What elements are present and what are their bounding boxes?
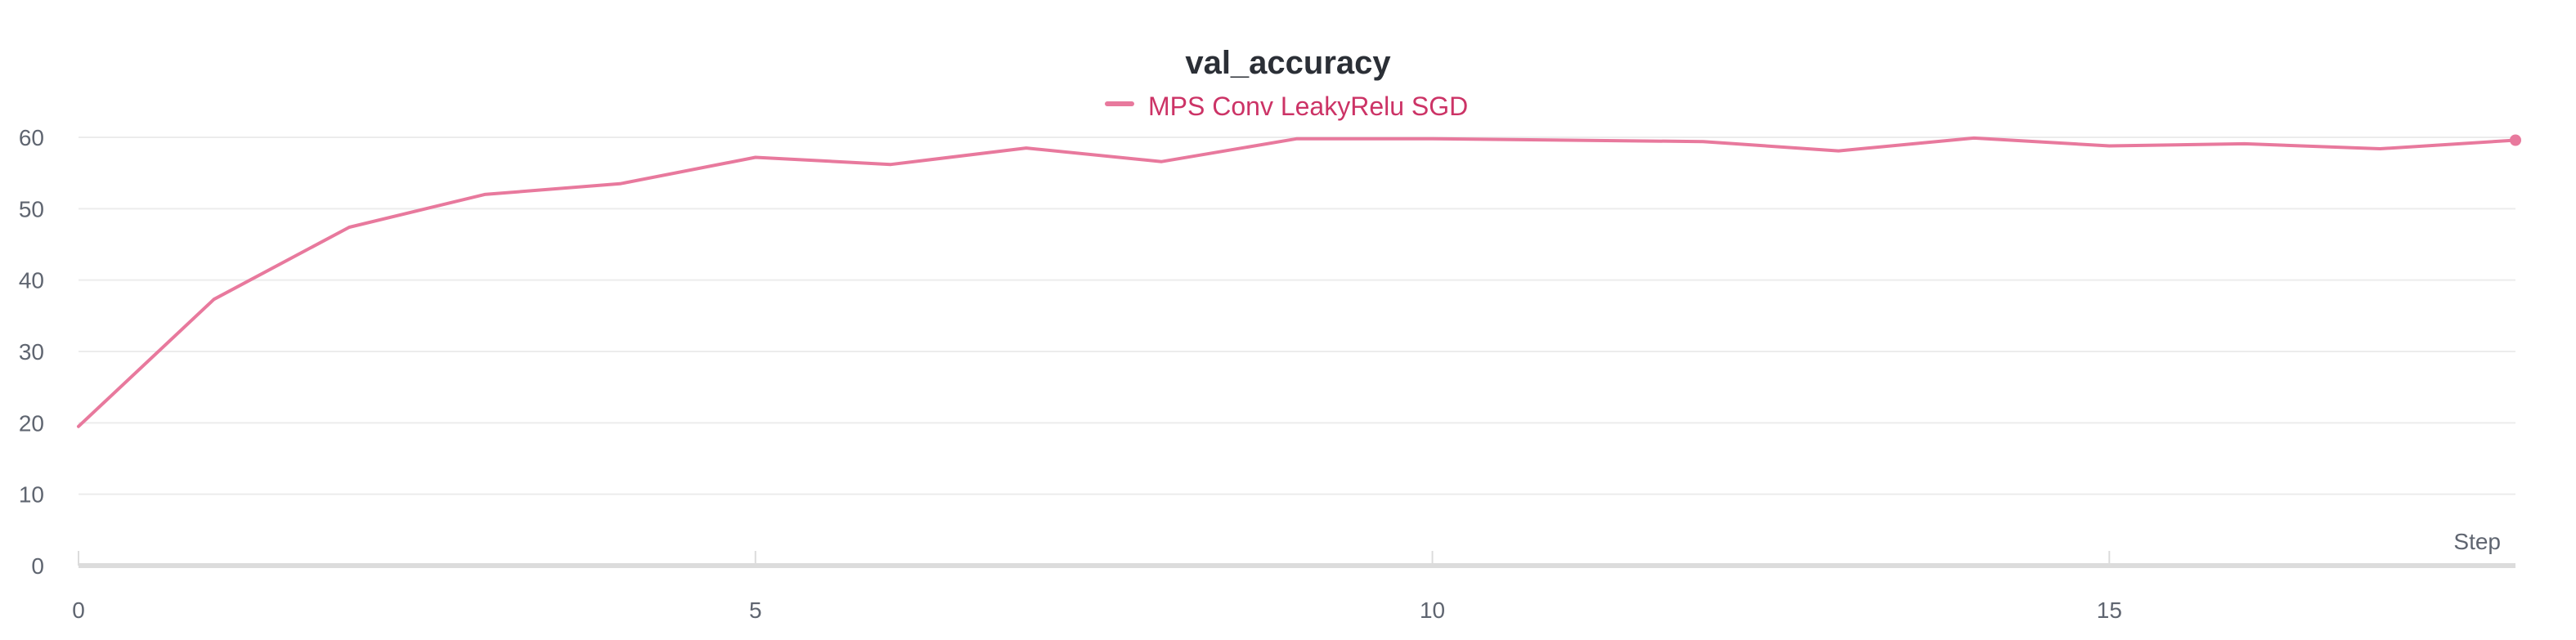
legend-label: MPS Conv LeakyRelu SGD: [1148, 92, 1468, 121]
y-tick-label: 0: [31, 553, 44, 579]
chart-title: val_accuracy: [1185, 45, 1391, 81]
y-tick-label: 20: [19, 410, 44, 436]
axis-layer: 0 10 20 30 40 50 60 0 5 10 15: [19, 125, 2515, 623]
x-tick-label: 10: [1420, 597, 1445, 623]
x-axis-label: Step: [2453, 529, 2501, 554]
y-tick-label: 10: [19, 482, 44, 508]
grid-layer: [79, 137, 2515, 495]
x-tick-label: 0: [72, 597, 85, 623]
y-tick-label: 40: [19, 268, 44, 293]
x-tick-label: 15: [2097, 597, 2122, 623]
series-line[interactable]: [77, 136, 2517, 428]
series-layer: [77, 134, 2521, 428]
y-tick-label: 60: [19, 125, 44, 150]
series-end-point[interactable]: [2510, 134, 2521, 146]
x-tick-label: 5: [749, 597, 762, 623]
y-tick-label: 30: [19, 339, 44, 365]
y-tick-label: 50: [19, 196, 44, 222]
legend[interactable]: MPS Conv LeakyRelu SGD: [1105, 92, 1468, 121]
